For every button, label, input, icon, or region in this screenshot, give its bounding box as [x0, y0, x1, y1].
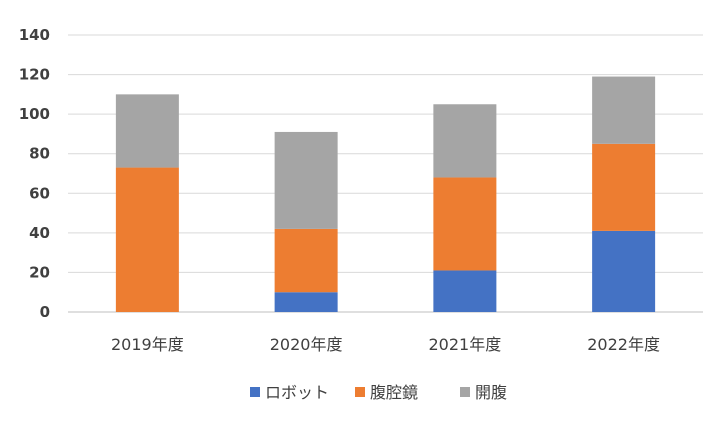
y-tick-label-40: 40: [29, 224, 50, 242]
y-axis-tick-labels: 0 20 40 60 80 100 120 140: [19, 26, 50, 321]
y-tick-label-100: 100: [19, 105, 50, 123]
y-tick-label-80: 80: [29, 145, 50, 163]
bar-segment-2020年度-腹腔鏡: [274, 228, 338, 293]
x-category-label-1: 2020年度: [270, 335, 343, 354]
y-tick-label-60: 60: [29, 184, 50, 202]
legend-label-1: 腹腔鏡: [370, 383, 418, 402]
legend-swatch-1: [355, 387, 365, 397]
bars: [115, 76, 656, 312]
legend-swatch-2: [460, 387, 470, 397]
bar-segment-2021年度-腹腔鏡: [433, 177, 497, 271]
bar-segment-2020年度-ロボット: [274, 292, 338, 312]
legend-label-2: 開腹: [475, 383, 507, 402]
bar-segment-2022年度-開腹: [592, 76, 656, 144]
y-tick-label-0: 0: [40, 303, 50, 321]
bar-segment-2022年度-腹腔鏡: [592, 143, 656, 231]
x-category-label-0: 2019年度: [111, 335, 184, 354]
bar-segment-2022年度-ロボット: [592, 230, 656, 312]
bar-segment-2020年度-開腹: [274, 131, 338, 229]
legend: ロボット 腹腔鏡 開腹: [250, 383, 507, 402]
y-tick-label-120: 120: [19, 66, 50, 84]
x-category-label-3: 2022年度: [587, 335, 660, 354]
bar-segment-2019年度-腹腔鏡: [115, 167, 179, 312]
bar-segment-2021年度-開腹: [433, 104, 497, 178]
x-category-label-2: 2021年度: [429, 335, 502, 354]
legend-swatch-0: [250, 387, 260, 397]
y-tick-label-20: 20: [29, 263, 50, 281]
bar-segment-2019年度-開腹: [115, 94, 179, 168]
bar-segment-2021年度-ロボット: [433, 270, 497, 312]
x-axis-category-labels: 2019年度 2020年度 2021年度 2022年度: [111, 335, 660, 354]
y-tick-label-140: 140: [19, 26, 50, 44]
legend-label-0: ロボット: [265, 383, 329, 402]
